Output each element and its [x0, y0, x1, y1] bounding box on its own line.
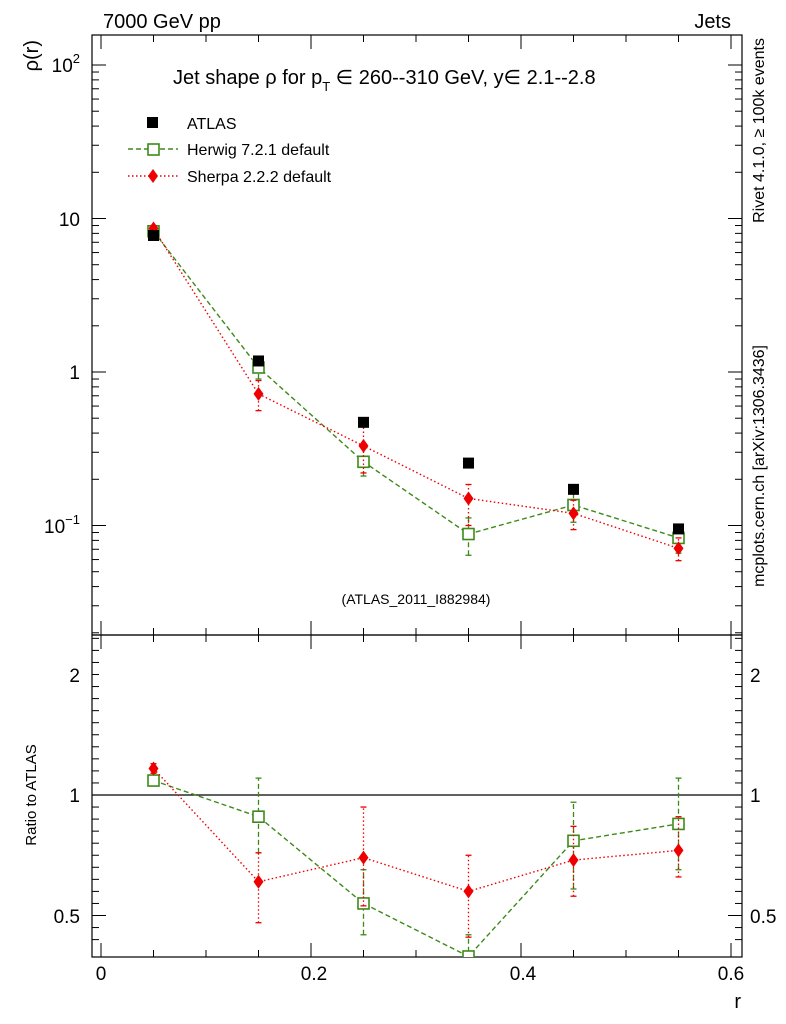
rivet-version-label: Rivet 4.1.0, ≥ 100k events [751, 38, 768, 223]
mcplots-label: mcplots.cern.ch [arXiv:1306.3436] [751, 345, 768, 587]
main-y-tick-labels: 102 10 1 10−1 [44, 51, 80, 538]
y-tick-label-100: 102 [52, 51, 80, 77]
sherpa-point [673, 541, 684, 556]
ratio-axis-ticks [92, 635, 742, 957]
legend: ATLAS Herwig 7.2.1 default Sherpa 2.2.2 … [128, 116, 332, 186]
y-tick-label-1: 1 [69, 363, 80, 384]
ratio-y-tick-label-1: 1 [69, 786, 80, 807]
ratio-herwig-point [357, 897, 370, 910]
ratio-y-tick-label-2: 2 [69, 666, 80, 687]
x-tick-label-0: 0 [96, 964, 107, 985]
ratio-panel-frame [91, 634, 743, 958]
ratio-sherpa-point [673, 843, 684, 858]
header-right: Jets [694, 11, 731, 33]
ratio-herwig-point [252, 810, 265, 823]
ratio-sherpa-point [463, 884, 474, 899]
y-tick-label-10: 10 [59, 210, 80, 231]
ratio-y-tick-label-right-1: 1 [750, 786, 761, 807]
legend-sherpa-label: Sherpa 2.2.2 default [187, 169, 332, 186]
ratio-y-tick-label-right-2: 2 [750, 666, 761, 687]
x-tick-label-0.2: 0.2 [301, 964, 327, 985]
x-tick-label-0.6: 0.6 [718, 964, 744, 985]
y-tick-label-0.1: 10−1 [44, 512, 80, 538]
ratio-sherpa-point [148, 761, 159, 776]
main-y-axis-title: ρ(r) [21, 40, 43, 71]
plot-title: Jet shape ρ for pT ∈ 260--310 GeV, y∈ 2.… [173, 67, 596, 94]
ratio-y-tick-label-right-0.5: 0.5 [750, 907, 776, 928]
ratio-y-axis-title: Ratio to ATLAS [23, 744, 40, 845]
sherpa-point [358, 438, 369, 453]
ratio-data-layer [147, 761, 685, 957]
legend-atlas-label: ATLAS [187, 116, 237, 133]
ratio-sherpa-point [253, 874, 264, 889]
legend-atlas-marker [147, 117, 158, 128]
x-axis-title: r [734, 991, 741, 1013]
sherpa-point [463, 491, 474, 506]
analysis-id: (ATLAS_2011_I882984) [342, 591, 491, 607]
atlas-point [148, 229, 159, 241]
legend-herwig-label: Herwig 7.2.1 default [187, 142, 330, 159]
atlas-point [568, 483, 579, 495]
x-tick-label-0.4: 0.4 [510, 964, 537, 985]
atlas-point [463, 457, 474, 469]
sherpa-line [152, 228, 679, 549]
legend-sherpa-marker [148, 169, 158, 183]
sherpa-point [568, 506, 579, 521]
sherpa-point [253, 386, 264, 401]
main-axis-ticks [92, 35, 742, 635]
atlas-point [253, 355, 264, 367]
atlas-point [673, 523, 684, 535]
ratio-herwig-point [462, 950, 475, 957]
ratio-herwig-point [147, 774, 160, 787]
legend-herwig-marker [147, 143, 160, 156]
ratio-sherpa-point [358, 850, 369, 865]
ratio-herwig-line [153, 779, 679, 957]
herwig-point [462, 527, 475, 541]
ratio-herwig-point [567, 834, 580, 848]
header-left: 7000 GeV pp [103, 11, 221, 33]
ratio-sherpa-line [152, 768, 679, 893]
atlas-point [358, 416, 369, 428]
ratio-y-tick-label-0.5: 0.5 [54, 907, 80, 928]
herwig-line [152, 230, 679, 539]
main-data-layer [147, 221, 685, 562]
ratio-sherpa-point [568, 853, 579, 868]
herwig-point [357, 455, 370, 469]
